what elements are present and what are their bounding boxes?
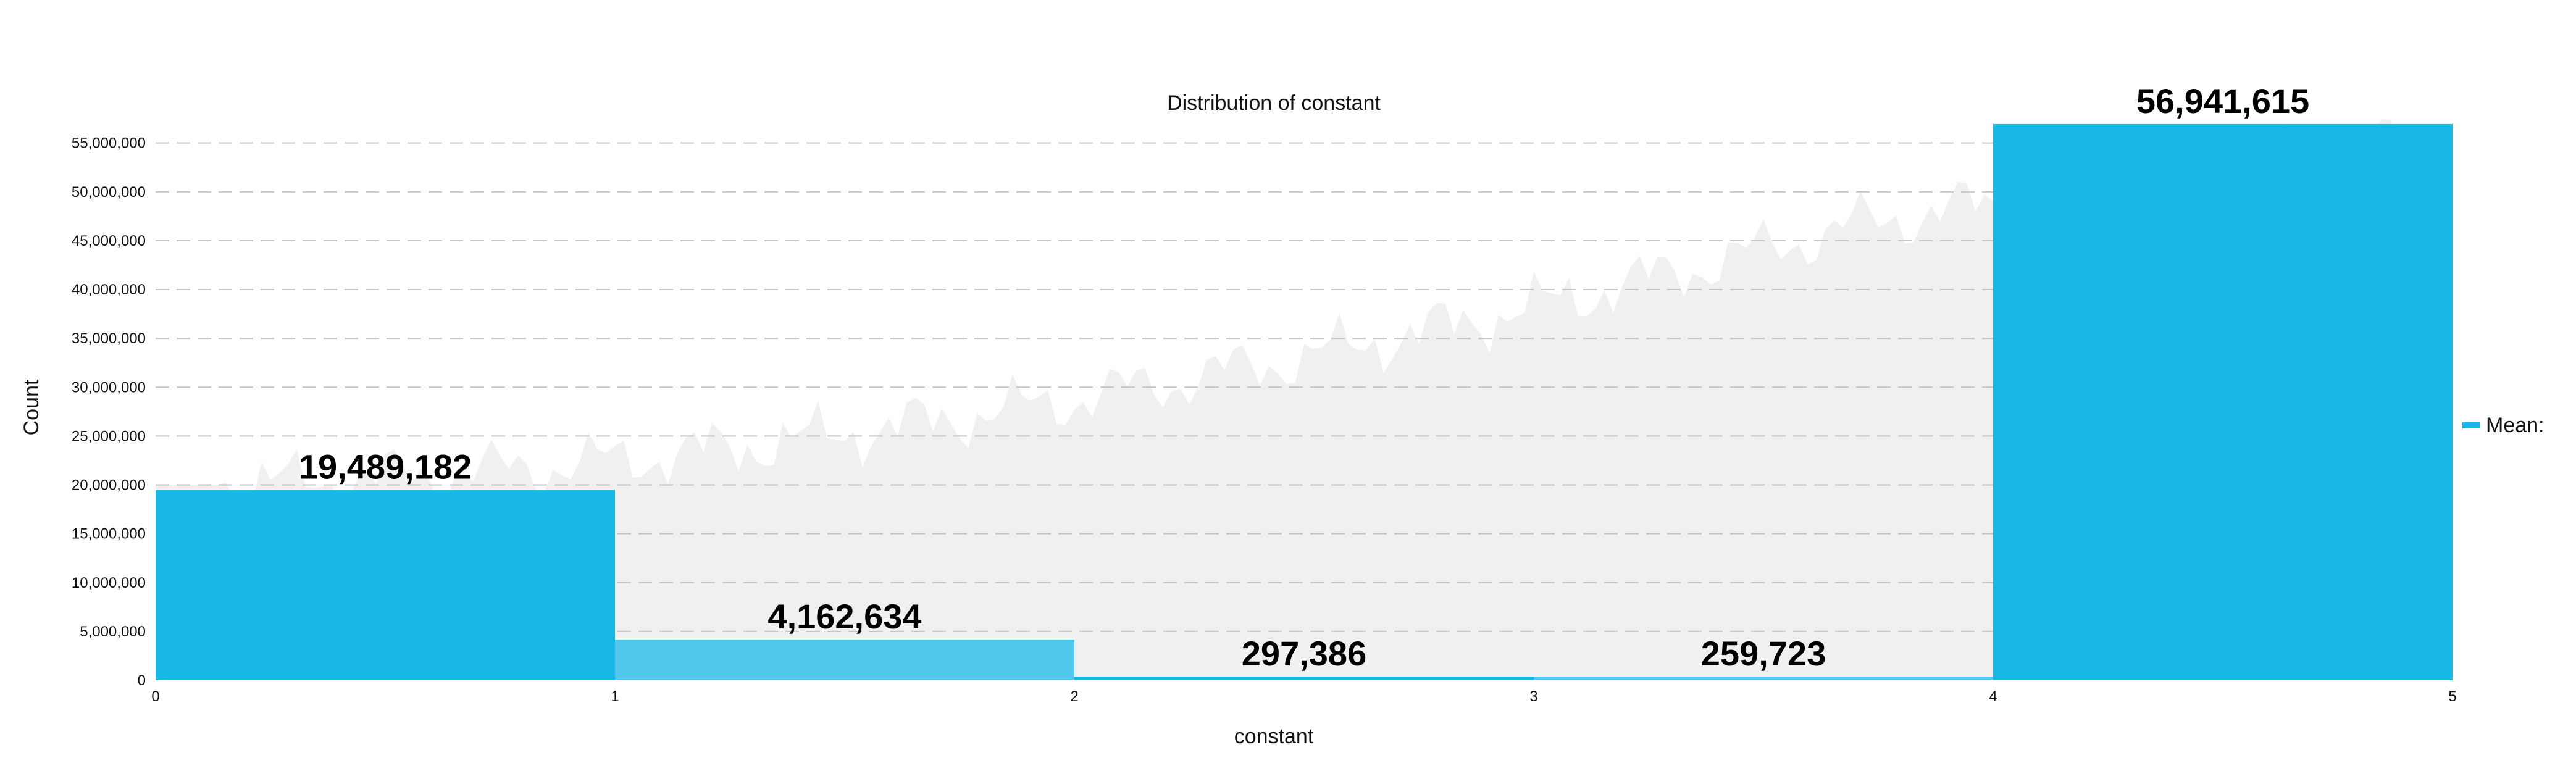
y-tick-label: 40,000,000	[72, 281, 146, 298]
x-tick-label: 1	[611, 688, 619, 705]
bar-labels: 19,489,182 4,162,634 297,386 259,723 56,941,…	[299, 81, 2309, 673]
bar-value-label: 297,386	[1242, 634, 1366, 673]
legend-swatch	[2462, 422, 2480, 428]
bar-1	[615, 640, 1074, 680]
x-axis-label: constant	[1234, 725, 1314, 748]
x-axis-ticks: 0 1 2 3 4 5	[151, 688, 2456, 705]
bar-4	[1993, 123, 2453, 680]
bar-0	[156, 490, 615, 680]
bar-value-label: 259,723	[1701, 634, 1826, 673]
x-tick-label: 0	[151, 688, 159, 705]
y-tick-label: 0	[138, 672, 146, 689]
y-tick-label: 30,000,000	[72, 379, 146, 396]
bar-2	[1074, 677, 1534, 680]
background-trend-area	[156, 119, 2453, 681]
y-tick-label: 55,000,000	[72, 135, 146, 152]
y-axis-ticks: 0 5,000,000 10,000,000 15,000,000 20,000,000…	[72, 135, 146, 689]
y-tick-label: 10,000,000	[72, 575, 146, 591]
bar-value-label: 19,489,182	[299, 448, 472, 486]
y-tick-label: 45,000,000	[72, 233, 146, 249]
x-tick-label: 4	[1989, 688, 1997, 705]
chart-title: Distribution of constant	[1167, 91, 1381, 115]
y-tick-label: 20,000,000	[72, 477, 146, 494]
y-axis-label: Count	[20, 379, 43, 435]
bar-value-label: 4,162,634	[767, 597, 921, 636]
x-tick-label: 3	[1529, 688, 1537, 705]
bar-3	[1534, 677, 1993, 680]
y-tick-label: 5,000,000	[80, 623, 146, 640]
y-tick-label: 25,000,000	[72, 428, 146, 444]
y-tick-label: 50,000,000	[72, 184, 146, 201]
bars	[156, 123, 2453, 680]
y-tick-label: 15,000,000	[72, 526, 146, 543]
legend: Mean:	[2462, 414, 2545, 437]
background-area	[156, 119, 2453, 681]
x-tick-label: 2	[1070, 688, 1078, 705]
x-tick-label: 5	[2448, 688, 2456, 705]
legend-label: Mean:	[2486, 414, 2545, 437]
bar-value-label: 56,941,615	[2136, 81, 2309, 120]
y-tick-label: 35,000,000	[72, 330, 146, 347]
